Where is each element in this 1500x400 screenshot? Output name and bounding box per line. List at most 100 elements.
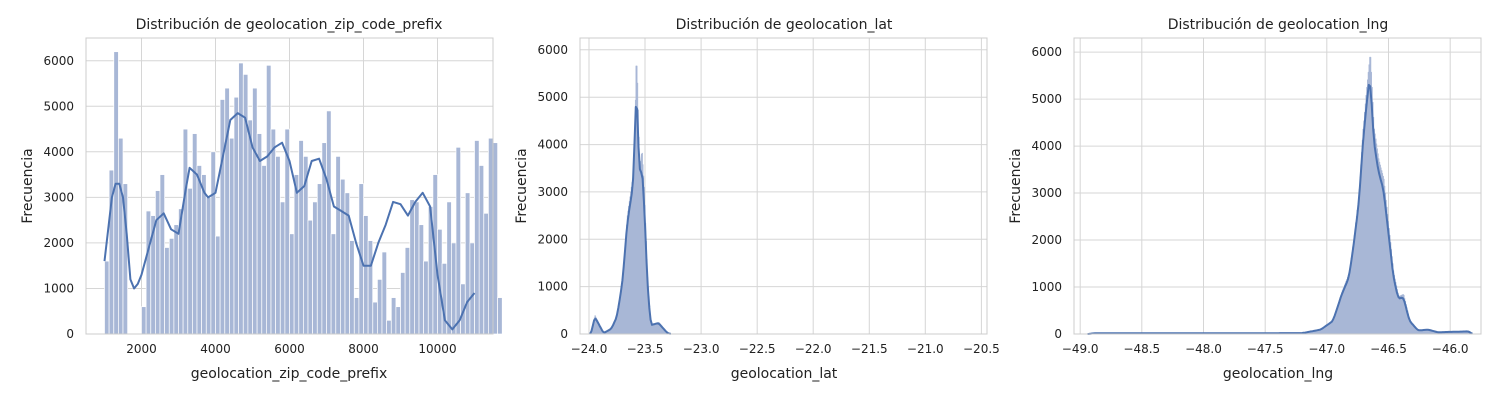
histogram-bar (201, 174, 207, 335)
histogram-bar (330, 233, 337, 335)
y-tick-label: 6000 (43, 54, 74, 68)
histogram-bar (409, 199, 415, 335)
chart-title: Distribución de geolocation_lng (1168, 17, 1389, 33)
histogram-bar (187, 187, 193, 335)
histogram-bar (164, 247, 170, 335)
y-axis-label: Frecuencia (514, 148, 530, 223)
histogram-bar (474, 140, 480, 335)
plot-frame (579, 37, 988, 335)
kde-curve (1087, 83, 1473, 335)
x-tick-label: −48.0 (1185, 342, 1222, 356)
histogram-bar (182, 128, 189, 335)
histogram-bar (386, 319, 392, 335)
x-tick-label: −21.0 (907, 342, 944, 356)
histogram-bar (335, 156, 341, 335)
chart-panel-lng: −49.0 −48.5 −48.0 −47.5 −47.0 −46.5 −46.0 0 1000… (1008, 17, 1482, 382)
histogram-bar (210, 151, 216, 335)
y-tick-label: 5000 (1031, 92, 1062, 106)
histogram-bar (340, 178, 346, 335)
y-tick-label: 2000 (537, 232, 568, 246)
histogram-bar (173, 224, 179, 335)
histogram-bar (497, 297, 503, 335)
kde-line (103, 112, 476, 331)
histogram-bar (441, 263, 448, 335)
histogram-bar (367, 240, 374, 335)
histogram-bar (155, 190, 161, 335)
y-tick-label: 3000 (1031, 186, 1062, 200)
x-tick-label: −20.5 (963, 342, 1000, 356)
histogram-bar (141, 306, 147, 335)
chart-title: Distribución de geolocation_zip_code_pre… (136, 17, 443, 33)
histogram-bar (381, 251, 387, 335)
histogram-bar (390, 297, 397, 335)
histogram-bar (168, 238, 175, 335)
x-tick-label: −48.5 (1123, 342, 1160, 356)
y-tick-label: 3000 (537, 185, 568, 199)
x-tick-label: 8000 (348, 342, 379, 356)
y-axis-label: Frecuencia (20, 148, 36, 223)
histogram-bar (247, 119, 253, 335)
y-tick-label: 4000 (537, 138, 568, 152)
x-tick-label: −22.0 (795, 342, 832, 356)
y-tick-label: 4000 (43, 145, 74, 159)
histogram-bar (238, 62, 244, 335)
histogram-bar (372, 301, 378, 335)
histogram-bar (298, 140, 304, 335)
y-tick-label: 4000 (1031, 139, 1062, 153)
tick-labels: −49.0 −48.5 −48.0 −47.5 −47.0 −46.5 −46.0 0 1000… (1031, 45, 1468, 356)
histogram-bar (492, 142, 498, 335)
histogram-bar (215, 235, 221, 335)
x-tick-label: −22.5 (739, 342, 776, 356)
x-tick-label: 4000 (200, 342, 231, 356)
histogram-bar (233, 96, 239, 335)
histogram-bar (464, 192, 471, 335)
y-tick-label: 1000 (1031, 280, 1062, 294)
kde-line (1087, 83, 1473, 335)
x-tick-label: −23.5 (627, 342, 664, 356)
histogram-bar (256, 133, 263, 335)
chart-panel-zip: 2000 4000 6000 8000 10000 0 1000 2000 3000 4000 50… (20, 17, 503, 382)
histogram-bar (353, 297, 360, 335)
histogram-bar (488, 137, 494, 335)
histogram-bar (270, 128, 276, 335)
y-tick-label: 6000 (1031, 45, 1062, 59)
histogram-bar (261, 165, 267, 335)
chart-panel-lat: −24.0 −23.5 −23.0 −22.5 −22.0 −21.5 −21.0 −20.5… (514, 17, 1000, 382)
x-tick-label: 10000 (418, 342, 456, 356)
histogram-bar (316, 183, 323, 335)
y-tick-label: 2000 (1031, 233, 1062, 247)
histogram-bar (229, 137, 235, 335)
histogram-bar (455, 146, 461, 335)
grid (580, 38, 987, 335)
x-axis-label: geolocation_lng (1223, 366, 1333, 382)
histogram-bar (242, 74, 249, 335)
histogram-bar (159, 174, 165, 335)
histogram-bar (326, 110, 332, 335)
histogram-bar (307, 219, 313, 335)
histogram-bar (289, 233, 295, 335)
histogram-bar (293, 174, 300, 335)
kde-line (589, 105, 672, 335)
histogram-bar (104, 260, 110, 335)
histogram-bar (363, 215, 369, 335)
histogram-bar (145, 210, 152, 335)
histogram-bar (377, 279, 383, 335)
y-tick-label: 2000 (43, 236, 74, 250)
histogram-bar (423, 260, 429, 335)
histogram-bar (483, 212, 489, 335)
histogram-bar (451, 242, 457, 335)
x-axis-label: geolocation_lat (731, 366, 838, 382)
histogram-bar (266, 64, 272, 335)
x-tick-label: −47.5 (1247, 342, 1284, 356)
x-tick-label: −23.0 (683, 342, 720, 356)
histogram-bar (205, 197, 212, 335)
kde-curve (103, 112, 476, 331)
histogram-bar (312, 201, 318, 335)
histogram-bar (349, 240, 355, 335)
histogram-bar (279, 201, 286, 335)
histogram-bar (192, 133, 198, 335)
x-tick-label: −24.0 (571, 342, 608, 356)
x-tick-label: −46.0 (1432, 342, 1469, 356)
y-tick-label: 0 (560, 327, 568, 341)
